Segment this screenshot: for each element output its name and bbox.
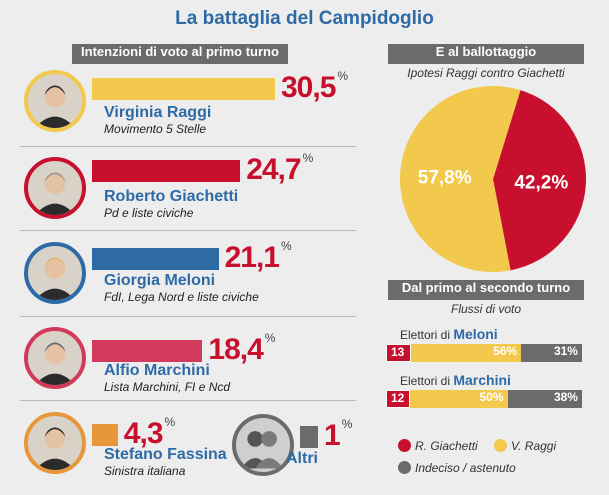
pie-slice: [400, 86, 521, 272]
flow-segment: 38%: [507, 390, 582, 408]
vote-percent: 1%: [324, 417, 353, 453]
legend-label-undecided: Indeciso / astenuto: [415, 460, 516, 475]
candidate-party: Pd e liste civiche: [104, 206, 194, 220]
flows-header: Dal primo al secondo turno: [388, 280, 584, 300]
flows-subtitle: Flussi di voto: [450, 302, 522, 316]
candidate-name: Virginia Raggi: [104, 104, 212, 121]
flow-row-label: Elettori di Marchini: [400, 372, 511, 388]
page-title: La battaglia del Campidoglio: [175, 8, 434, 29]
percent-sign: %: [164, 415, 176, 429]
vote-bar: [300, 426, 318, 448]
vote-percent: 24,7%: [246, 151, 314, 187]
vote-percent-value: 1: [324, 419, 341, 452]
vote-percent: 21,1%: [224, 239, 292, 275]
candidate-party: Lista Marchini, FI e Ncd: [104, 380, 231, 394]
flow-row-candidate: Meloni: [453, 326, 498, 342]
vote-percent-value: 4,3: [123, 417, 164, 450]
runoff-pie: 42,2% 57,8%: [400, 86, 586, 272]
flow-segment: 56%: [411, 344, 522, 362]
vote-percent-value: 18,4: [208, 333, 263, 366]
row-separator: [20, 146, 356, 147]
flow-segment: 31%: [521, 344, 582, 362]
candidate-party: FdI, Lega Nord e liste civiche: [104, 290, 259, 304]
candidate-name: Giorgia Meloni: [104, 272, 216, 289]
candidate-name: Roberto Giachetti: [104, 188, 239, 205]
vote-bar: [92, 78, 275, 100]
vote-percent: 30,5%: [281, 69, 348, 105]
candidate-name: Alfio Marchini: [104, 362, 210, 379]
legend-swatch-red: [398, 439, 411, 453]
flow-stacked-bar: 12 50% 38%: [386, 390, 582, 408]
vote-percent-value: 30,5: [281, 71, 336, 104]
flow-row-prefix: Elettori di: [400, 328, 454, 342]
first-round-header: Intenzioni di voto al primo turno: [72, 44, 288, 64]
percent-sign: %: [264, 331, 276, 345]
legend-swatch-gray: [398, 461, 411, 475]
percent-sign: %: [302, 151, 314, 165]
row-separator: [20, 400, 356, 401]
candidate-photo: [24, 412, 86, 474]
flow-row-prefix: Elettori di: [400, 374, 454, 388]
candidate-photo: [24, 157, 86, 219]
candidate-photo: [24, 70, 86, 132]
vote-percent: 18,4%: [208, 331, 276, 367]
legend-swatch-yellow: [494, 439, 507, 453]
legend-item-giachetti: R. Giachetti: [398, 437, 478, 455]
vote-bar: [92, 160, 241, 182]
candidate-name: Stefano Fassina: [104, 446, 227, 463]
vote-bar: [92, 248, 219, 270]
flow-segment: 13: [386, 344, 412, 362]
candidate-photo: [24, 327, 86, 389]
legend-label-raggi: V. Raggi: [511, 438, 557, 453]
percent-sign: %: [341, 417, 353, 431]
vote-bar: [92, 340, 203, 362]
candidate-party: Sinistra italiana: [104, 464, 186, 478]
candidate-name: Altri: [286, 450, 318, 467]
flow-row-candidate: Marchini: [453, 372, 511, 388]
candidate-photo: [24, 242, 86, 304]
vote-bar: [92, 424, 118, 446]
flow-segment: 50%: [409, 390, 508, 408]
others-silhouette-icon: [232, 414, 294, 476]
flow-stacked-bar: 13 56% 31%: [386, 344, 582, 362]
legend-item-raggi: V. Raggi: [494, 437, 556, 455]
legend-item-undecided: Indeciso / astenuto: [398, 459, 516, 477]
row-separator: [20, 230, 356, 231]
pie-slice-label: 42,2%: [514, 173, 568, 194]
flow-row-label: Elettori di Meloni: [400, 326, 498, 342]
candidate-party: Movimento 5 Stelle: [104, 122, 207, 136]
percent-sign: %: [280, 239, 292, 253]
flow-segment: 12: [386, 390, 410, 408]
vote-percent-value: 21,1: [224, 241, 280, 274]
pie-slice-label: 57,8%: [418, 167, 472, 188]
vote-percent-value: 24,7: [246, 153, 301, 186]
pie-slice: [493, 90, 586, 271]
vote-percent: 4,3%: [123, 415, 176, 451]
runoff-header: E al ballottaggio: [388, 44, 584, 64]
percent-sign: %: [337, 69, 348, 83]
row-separator: [20, 316, 356, 317]
legend-label-giachetti: R. Giachetti: [415, 438, 478, 453]
runoff-subtitle: Ipotesi Raggi contro Giachetti: [407, 66, 565, 80]
